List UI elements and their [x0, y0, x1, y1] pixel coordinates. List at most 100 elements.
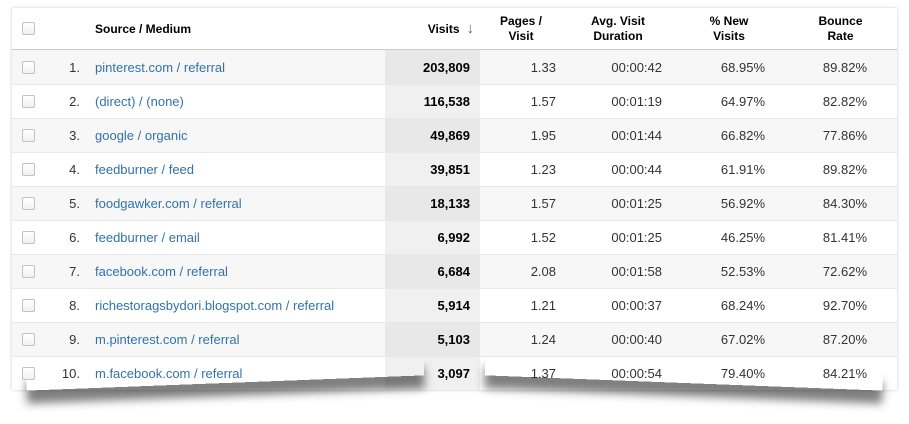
pct-new-visits-value: 56.92% [720, 196, 765, 211]
row-checkbox[interactable] [22, 367, 35, 380]
visits-value: 49,869 [385, 119, 480, 152]
row-rank: 5. [69, 196, 80, 211]
visits-header-label: Visits [427, 21, 460, 36]
source-medium-link[interactable]: foodgawker.com / referral [95, 196, 242, 211]
row-checkbox-cell [12, 367, 48, 380]
row-rank: 4. [69, 162, 80, 177]
row-rank: 3. [69, 128, 80, 143]
bounce-rate-value: 89.82% [822, 59, 867, 75]
source-medium-link[interactable]: pinterest.com / referral [95, 59, 226, 75]
source-medium-link[interactable]: feedburner / email [95, 230, 200, 245]
bounce-rate-value: 84.21% [822, 366, 867, 381]
visits-value: 18,133 [385, 187, 480, 220]
row-checkbox-cell [12, 163, 48, 176]
pct-new-visits-value: 68.95% [720, 59, 765, 75]
row-checkbox[interactable] [22, 95, 35, 108]
bounce-rate-header[interactable]: Bounce Rate [818, 13, 863, 43]
table-row: 10. m.facebook.com / referral 3,097 1.37… [12, 356, 897, 390]
avg-visit-duration-value: 00:00:44 [611, 162, 662, 177]
source-medium-cell: m.facebook.com / referral [80, 366, 385, 381]
row-rank: 8. [69, 298, 80, 313]
table-row: 9. m.pinterest.com / referral 5,103 1.24… [12, 322, 897, 356]
visits-value: 116,538 [385, 85, 480, 118]
visits-header[interactable]: Visits ↓ [385, 20, 480, 37]
avg-visit-duration-header[interactable]: Avg. Visit Duration [590, 13, 646, 43]
avg-visit-duration-value: 00:00:40 [611, 332, 662, 347]
visits-value: 6,992 [385, 221, 480, 254]
analytics-table-card: Source / Medium Visits ↓ Pages / Visit A… [12, 8, 897, 390]
source-medium-cell: feedburner / email [80, 230, 385, 245]
avg-visit-duration-value: 00:00:42 [611, 59, 662, 75]
pages-per-visit-header[interactable]: Pages / Visit [499, 13, 543, 43]
source-medium-cell: m.pinterest.com / referral [80, 332, 385, 347]
source-medium-link[interactable]: google / organic [95, 128, 188, 143]
source-medium-link[interactable]: (direct) / (none) [95, 94, 184, 109]
row-checkbox[interactable] [22, 163, 35, 176]
row-checkbox[interactable] [22, 231, 35, 244]
row-checkbox[interactable] [22, 197, 35, 210]
table-row: 3. google / organic 49,869 1.95 00:01:44… [12, 118, 897, 152]
bounce-rate-value: 84.30% [822, 196, 867, 211]
row-checkbox[interactable] [22, 333, 35, 346]
row-checkbox[interactable] [22, 129, 35, 142]
select-all-checkbox[interactable] [22, 22, 35, 35]
table-row: 6. feedburner / email 6,992 1.52 00:01:2… [12, 220, 897, 254]
row-rank: 10. [61, 366, 80, 381]
pct-new-visits-value: 46.25% [720, 230, 765, 245]
pct-new-visits-value: 67.02% [720, 332, 765, 347]
table-row: 7. facebook.com / referral 6,684 2.08 00… [12, 254, 897, 288]
row-rank: 1. [69, 59, 80, 75]
table-row: 2. (direct) / (none) 116,538 1.57 00:01:… [12, 84, 897, 118]
visits-value: 203,809 [385, 50, 480, 84]
table-body: 1. pinterest.com / referral 203,809 1.33… [12, 50, 897, 390]
bounce-rate-value: 92.70% [822, 298, 867, 313]
source-medium-header[interactable]: Source / Medium [95, 21, 192, 36]
avg-visit-duration-value: 00:01:58 [611, 264, 662, 279]
table-row: 1. pinterest.com / referral 203,809 1.33… [12, 50, 897, 84]
pages-per-visit-value: 1.23 [530, 162, 556, 177]
source-medium-cell: feedburner / feed [80, 162, 385, 177]
pct-new-visits-value: 52.53% [720, 264, 765, 279]
sort-descending-icon[interactable]: ↓ [466, 20, 475, 37]
bounce-rate-value: 82.82% [822, 94, 867, 109]
row-checkbox-cell [12, 299, 48, 312]
source-medium-link[interactable]: feedburner / feed [95, 162, 195, 177]
row-checkbox[interactable] [22, 60, 35, 74]
row-rank: 2. [69, 94, 80, 109]
avg-visit-duration-value: 00:01:25 [611, 230, 662, 245]
source-medium-cell: foodgawker.com / referral [80, 196, 385, 211]
table-header-row: Source / Medium Visits ↓ Pages / Visit A… [12, 8, 897, 50]
row-checkbox[interactable] [22, 299, 35, 312]
select-all-cell [12, 22, 48, 35]
pages-per-visit-value: 1.33 [530, 59, 556, 75]
row-checkbox[interactable] [22, 265, 35, 278]
pages-per-visit-value: 1.57 [530, 196, 556, 211]
visits-value: 5,103 [385, 323, 480, 356]
source-medium-link[interactable]: facebook.com / referral [95, 264, 228, 279]
bounce-rate-value: 89.82% [822, 162, 867, 177]
row-checkbox-cell [12, 197, 48, 210]
source-medium-cell: (direct) / (none) [80, 94, 385, 109]
avg-visit-duration-value: 00:01:25 [611, 196, 662, 211]
pct-new-visits-header[interactable]: % New Visits [709, 13, 749, 43]
bounce-rate-value: 77.86% [822, 128, 867, 143]
row-checkbox-cell [12, 129, 48, 142]
pct-new-visits-value: 66.82% [720, 128, 765, 143]
row-rank: 7. [69, 264, 80, 279]
source-medium-link[interactable]: m.pinterest.com / referral [95, 332, 240, 347]
pct-new-visits-value: 68.24% [720, 298, 765, 313]
source-medium-link[interactable]: richestoragsbydori.blogspot.com / referr… [95, 298, 335, 313]
visits-value: 3,097 [385, 357, 480, 390]
visits-value: 6,684 [385, 255, 480, 288]
row-checkbox-cell [12, 333, 48, 346]
table-row: 8. richestoragsbydori.blogspot.com / ref… [12, 288, 897, 322]
source-medium-cell: facebook.com / referral [80, 264, 385, 279]
pages-per-visit-value: 1.21 [530, 298, 556, 313]
avg-visit-duration-value: 00:01:44 [611, 128, 662, 143]
row-checkbox-cell [12, 265, 48, 278]
table-row: 4. feedburner / feed 39,851 1.23 00:00:4… [12, 152, 897, 186]
avg-visit-duration-value: 00:00:54 [611, 366, 662, 381]
pct-new-visits-value: 61.91% [720, 162, 765, 177]
row-checkbox-cell [12, 231, 48, 244]
source-medium-link[interactable]: m.facebook.com / referral [95, 366, 243, 381]
